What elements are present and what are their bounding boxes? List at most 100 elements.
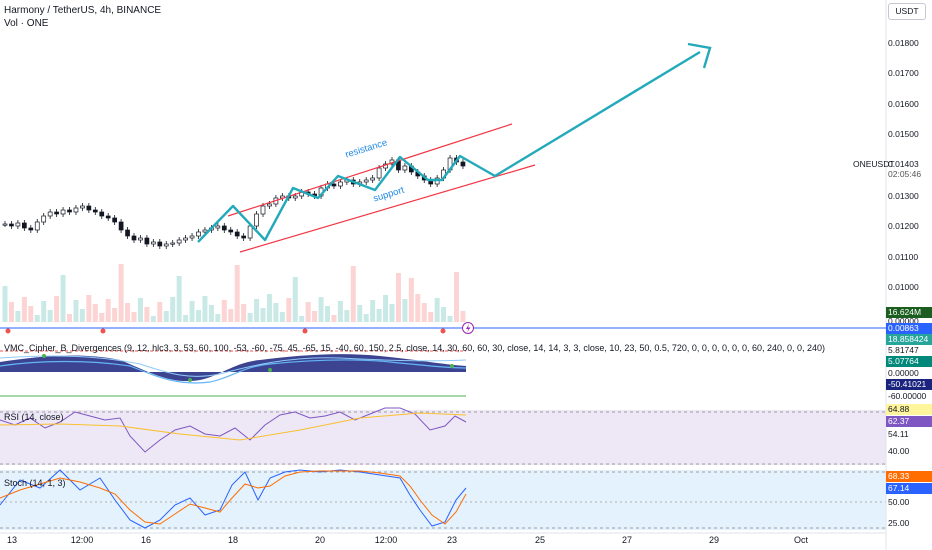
candle-body xyxy=(157,241,163,247)
volume-bar xyxy=(118,264,124,322)
volume-bar xyxy=(325,306,330,322)
candle-body xyxy=(460,161,466,167)
price-tick: 0.01800 xyxy=(888,38,919,48)
vmc-cipher-waves xyxy=(0,350,467,397)
rsi-tag: 40.00 xyxy=(888,446,910,456)
vmc-tag: 5.81747 xyxy=(888,345,919,355)
volume-bar xyxy=(318,297,324,322)
volume-bar xyxy=(157,302,163,322)
stoch-d-line xyxy=(0,470,467,525)
vmc-buy-dot xyxy=(450,364,454,368)
candle-body xyxy=(267,203,272,207)
volume-bar xyxy=(105,299,111,322)
volume-bar xyxy=(344,310,350,322)
stoch-tag: 68.33 xyxy=(886,471,932,482)
vmc-wave-fill xyxy=(0,354,466,382)
volume-bar xyxy=(15,311,21,322)
candle-body xyxy=(118,221,124,231)
volume-bar xyxy=(79,309,85,322)
time-tick: 18 xyxy=(227,535,239,545)
candle-body xyxy=(183,237,188,241)
price-tick: 0.01700 xyxy=(888,68,919,78)
candle-body xyxy=(202,229,208,233)
candle-body xyxy=(151,241,156,245)
candle-body xyxy=(363,179,369,183)
volume-bar xyxy=(21,297,27,322)
candle-body xyxy=(60,209,66,215)
candle-body xyxy=(47,211,53,217)
candle-body xyxy=(254,213,259,227)
candle-body xyxy=(196,231,201,237)
candle-body xyxy=(15,222,21,227)
candle-body xyxy=(92,209,98,213)
vmc-wave-line-2 xyxy=(0,355,467,377)
stoch-tag: 50.00 xyxy=(888,497,910,507)
vmc-buy-dot xyxy=(42,354,46,358)
volume-bar xyxy=(2,286,8,322)
price-tick: 0.01200 xyxy=(888,221,919,231)
volume-bar xyxy=(60,275,66,322)
volume-bar xyxy=(434,298,440,322)
candle-body xyxy=(163,243,169,247)
candle-body xyxy=(112,217,118,223)
volume-bar xyxy=(170,297,176,322)
volume-bar xyxy=(34,315,40,322)
candle-body xyxy=(189,235,195,239)
time-tick: 12:00 xyxy=(374,535,398,545)
volume-bar xyxy=(305,302,311,322)
vmc-tag: 0.00000 xyxy=(888,368,919,378)
volume-bar xyxy=(144,307,150,322)
rsi-ma-line xyxy=(0,412,467,441)
vmc-tag: -60.00000 xyxy=(888,391,927,401)
vmc-indicator-title[interactable]: VMC_Cipher_B_Divergences (9, 12, hlc3, 3… xyxy=(4,343,826,353)
volume-bar xyxy=(247,313,253,322)
candle-body xyxy=(22,222,27,229)
candle-body xyxy=(28,227,34,231)
volume-bar xyxy=(208,305,214,322)
price-tick: 0.01100 xyxy=(888,252,919,262)
current-price: 0.01403 xyxy=(888,159,919,169)
lightning-icon[interactable] xyxy=(462,322,474,334)
candle-body xyxy=(170,242,176,245)
vmc-tag: 5.07764 xyxy=(886,356,932,367)
projection-arrowhead xyxy=(687,42,712,69)
candle-body xyxy=(2,223,8,226)
volume-bar xyxy=(137,298,143,322)
volume-bar xyxy=(260,308,266,322)
time-tick: 25 xyxy=(534,535,546,545)
candle-body xyxy=(54,211,59,215)
candle-body xyxy=(9,223,14,227)
candle-body xyxy=(41,215,47,223)
stoch-indicator-title[interactable]: Stoch (14, 1, 3) xyxy=(4,478,66,488)
volume-bar xyxy=(428,312,434,322)
candle-body xyxy=(228,229,234,233)
candle-body xyxy=(80,205,85,209)
candle-body xyxy=(241,235,246,239)
volume-bar xyxy=(176,276,182,322)
candle-body xyxy=(292,195,298,199)
volume-bar xyxy=(131,312,137,322)
projection-path[interactable] xyxy=(197,50,701,243)
currency-button[interactable]: USDT xyxy=(888,3,926,20)
stoch-background xyxy=(0,470,886,530)
time-tick: 16 xyxy=(140,535,152,545)
volume-bar xyxy=(92,304,98,322)
rsi-indicator-title[interactable]: RSI (14, close) xyxy=(4,412,64,422)
rsi-line xyxy=(0,407,467,453)
volume-bar xyxy=(292,277,298,322)
resistance-line[interactable] xyxy=(227,123,513,217)
support-line[interactable] xyxy=(239,164,536,253)
volume-bar xyxy=(254,299,260,322)
volume-bar xyxy=(395,273,401,322)
volume-bar xyxy=(125,303,131,322)
candle-body xyxy=(144,237,150,245)
volume-bar xyxy=(383,295,389,322)
volume-bar xyxy=(357,305,363,322)
rsi-background xyxy=(0,410,886,465)
price-tick: 0.01500 xyxy=(888,129,919,139)
time-tick: 29 xyxy=(708,535,720,545)
candle-body xyxy=(247,225,253,239)
vmc-sell-dot xyxy=(100,328,106,334)
candle-body xyxy=(131,235,137,241)
